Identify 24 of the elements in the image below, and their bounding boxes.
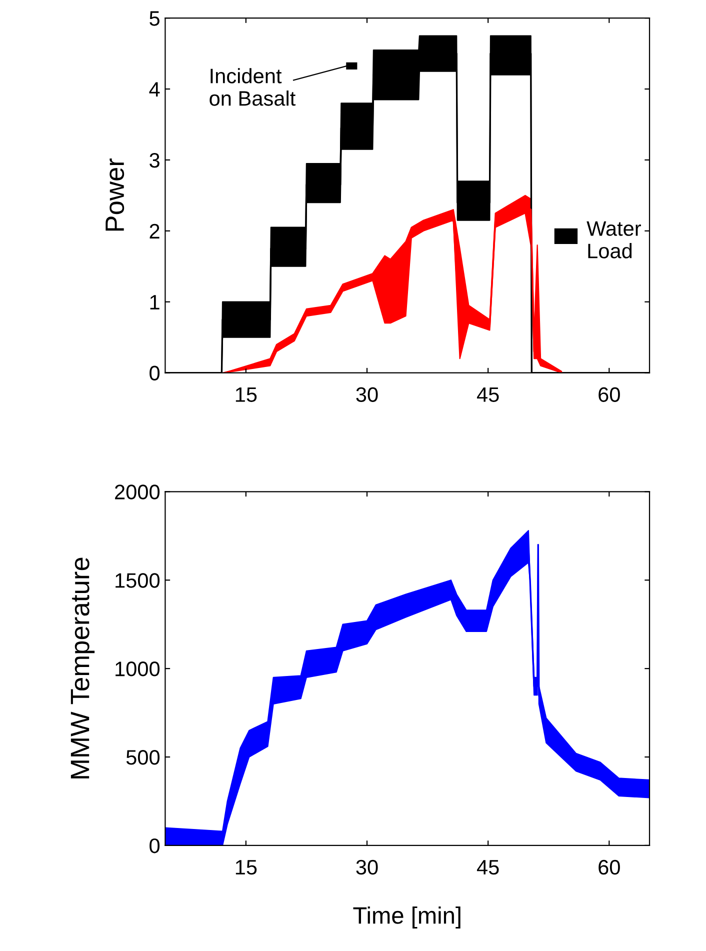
annotation: Incident on Basalt [210, 68, 296, 106]
x-tick-label: 45 [476, 860, 499, 875]
x-tick-label: 60 [598, 387, 620, 402]
y-tick-label: 0 [150, 366, 160, 381]
x-tick-label: 30 [356, 387, 378, 402]
y-axis-title: Power [106, 158, 124, 231]
y-tick-label: 1000 [116, 662, 160, 676]
y-tick-label: 3 [150, 152, 160, 168]
y-tick-label: 1 [150, 295, 160, 310]
y-tick-label: 2000 [115, 484, 160, 500]
y-tick-label: 4 [149, 82, 160, 97]
y-axis-title: MMW Temperature [70, 558, 95, 778]
y-tick-label: 2 [150, 224, 160, 238]
x-tick-label: 60 [598, 860, 620, 875]
x-tick-label: 15 [236, 860, 257, 875]
x-tick-label: 45 [476, 387, 499, 402]
x-tick-label: 15 [236, 387, 257, 402]
x-tick-label: 30 [356, 860, 378, 875]
x-axis-title: Time [min] [353, 906, 460, 929]
y-tick-label: 5 [150, 11, 160, 26]
y-tick-label: 500 [126, 750, 160, 765]
annotation: Water Load [586, 221, 641, 258]
y-tick-label: 0 [150, 838, 160, 854]
y-tick-label: 1500 [116, 573, 160, 588]
